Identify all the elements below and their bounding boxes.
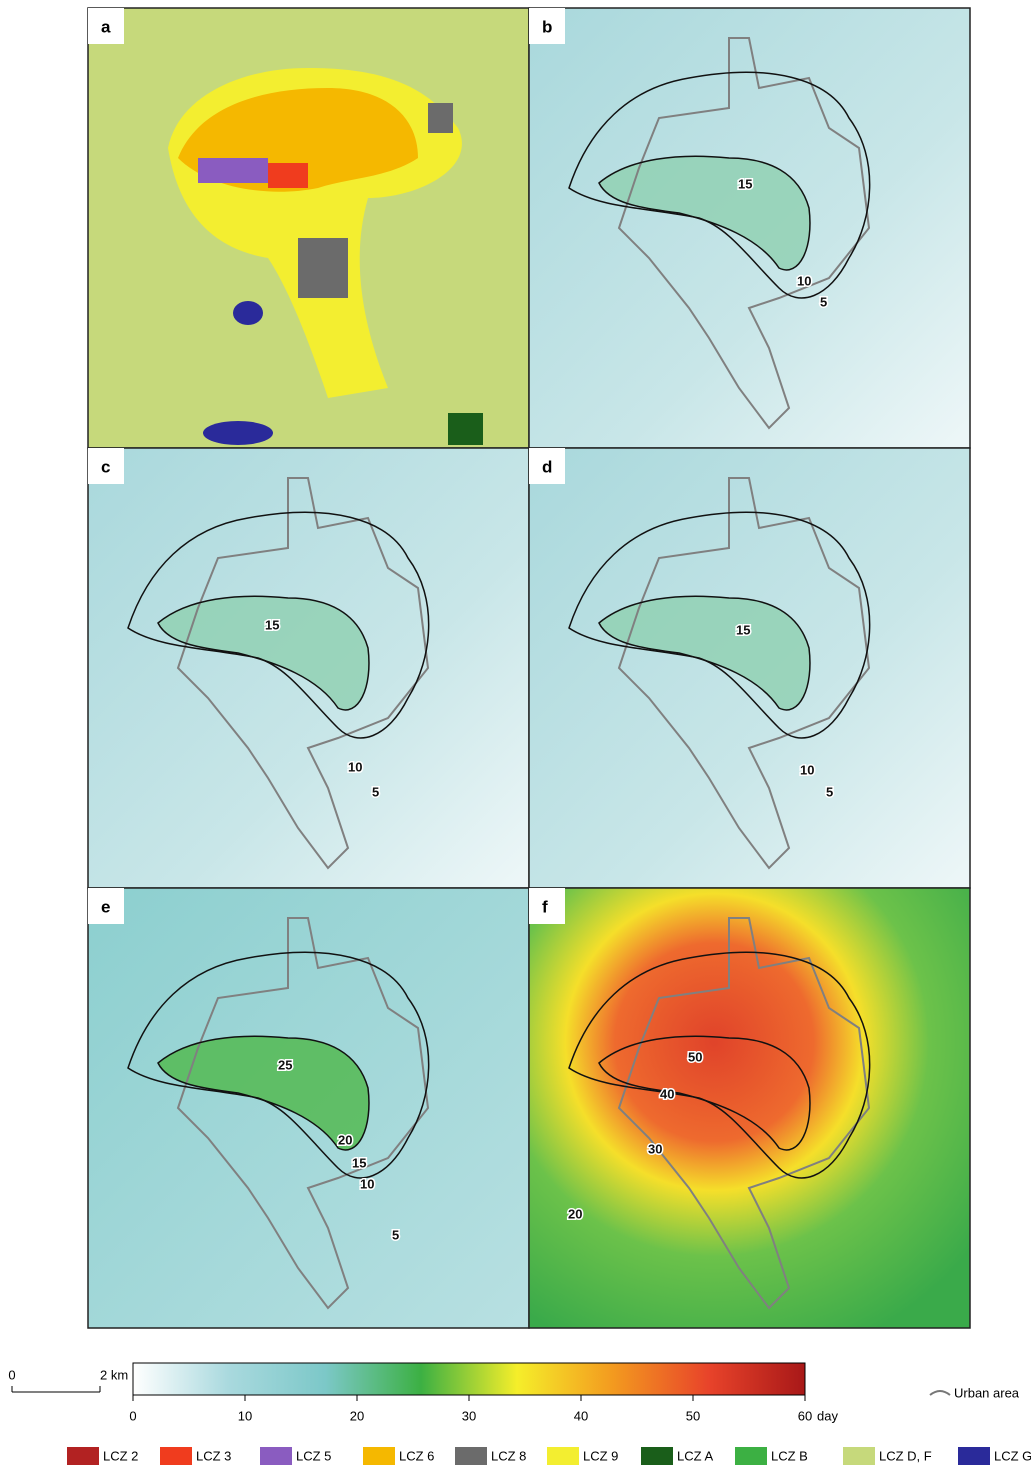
lcz-area bbox=[448, 413, 483, 445]
legend-swatch bbox=[958, 1447, 990, 1465]
colorbar-tick-label: 40 bbox=[574, 1408, 588, 1423]
legend-label: LCZ 3 bbox=[196, 1448, 231, 1463]
panel-label: c bbox=[101, 457, 110, 476]
colorbar-tick-label: 50 bbox=[686, 1408, 700, 1423]
lcz-area bbox=[198, 158, 268, 183]
contour-label: 5 bbox=[826, 784, 833, 799]
panel-label: b bbox=[542, 17, 552, 36]
contour-label: 40 bbox=[660, 1086, 674, 1101]
contour-label: 20 bbox=[568, 1206, 582, 1221]
contour-label: 10 bbox=[348, 759, 362, 774]
map-panel: 50 40 30 20 f bbox=[529, 888, 970, 1328]
panel-label: d bbox=[542, 457, 552, 476]
legend-label: LCZ D, F bbox=[879, 1448, 932, 1463]
lcz-area bbox=[298, 238, 348, 298]
legend-swatch bbox=[67, 1447, 99, 1465]
legend-label: LCZ 6 bbox=[399, 1448, 434, 1463]
contour-label: 15 bbox=[265, 617, 279, 632]
page: {"panels": [ {"label": "a", "kind": "lcz… bbox=[0, 0, 1031, 1473]
map-panel: a bbox=[88, 8, 529, 448]
figure: a15105b15105c15105d252015105e50403020f 0… bbox=[0, 0, 1031, 1468]
map-panel: 15 10 5 d bbox=[529, 448, 970, 888]
colorbar-tick-label: 30 bbox=[462, 1408, 476, 1423]
colorbar-tick-label: 60 bbox=[798, 1408, 812, 1423]
colorbar bbox=[133, 1363, 805, 1395]
contour-label: 25 bbox=[278, 1057, 292, 1072]
lcz-area bbox=[428, 103, 453, 133]
lcz-area bbox=[268, 163, 308, 188]
contour-label: 5 bbox=[820, 294, 827, 309]
contour-label: 15 bbox=[736, 622, 750, 637]
map-bg bbox=[529, 888, 970, 1328]
scale-end: 2 km bbox=[100, 1367, 128, 1382]
contour-label: 10 bbox=[360, 1176, 374, 1191]
panel-label: a bbox=[101, 17, 111, 36]
contour-label: 10 bbox=[800, 762, 814, 777]
contour-label: 15 bbox=[352, 1155, 366, 1170]
legend-swatch bbox=[843, 1447, 875, 1465]
colorbar-tick-label: 20 bbox=[350, 1408, 364, 1423]
legend-swatch bbox=[641, 1447, 673, 1465]
legend-label: LCZ G bbox=[994, 1448, 1031, 1463]
legend-swatch bbox=[260, 1447, 292, 1465]
colorbar-tick-label: 10 bbox=[238, 1408, 252, 1423]
legend-label: LCZ 2 bbox=[103, 1448, 138, 1463]
legend-swatch bbox=[547, 1447, 579, 1465]
urban-line bbox=[930, 1391, 950, 1395]
colorbar-unit: day bbox=[817, 1408, 838, 1423]
lcz-area bbox=[233, 301, 263, 325]
legend-label: LCZ A bbox=[677, 1448, 713, 1463]
contour-label: 5 bbox=[372, 784, 379, 799]
map-panel: 15 10 5 c bbox=[88, 448, 529, 888]
panel-label: f bbox=[542, 897, 548, 916]
panel-label: e bbox=[101, 897, 110, 916]
contour-label: 15 bbox=[738, 176, 752, 191]
contour-label: 10 bbox=[797, 273, 811, 288]
body: a15105b15105c15105d252015105e50403020f 0… bbox=[0, 0, 1031, 1473]
contour-label: 50 bbox=[688, 1049, 702, 1064]
scale-start: 0 bbox=[8, 1367, 15, 1382]
legend-label: LCZ 9 bbox=[583, 1448, 618, 1463]
legend-label: LCZ 5 bbox=[296, 1448, 331, 1463]
urban-legend: Urban area bbox=[954, 1385, 1020, 1400]
legend-swatch bbox=[455, 1447, 487, 1465]
contour-label: 5 bbox=[392, 1227, 399, 1242]
urban-legend-icon bbox=[930, 1391, 950, 1395]
colorbar-tick-label: 0 bbox=[129, 1408, 136, 1423]
contour-label: 30 bbox=[648, 1141, 662, 1156]
contour-label: 20 bbox=[338, 1132, 352, 1147]
legend-swatch bbox=[363, 1447, 395, 1465]
legend-label: LCZ 8 bbox=[491, 1448, 526, 1463]
legend-swatch bbox=[735, 1447, 767, 1465]
map-panel: 15 10 5 b bbox=[529, 8, 970, 448]
lcz-area bbox=[203, 421, 273, 445]
legend-label: LCZ B bbox=[771, 1448, 808, 1463]
legend-swatch bbox=[160, 1447, 192, 1465]
